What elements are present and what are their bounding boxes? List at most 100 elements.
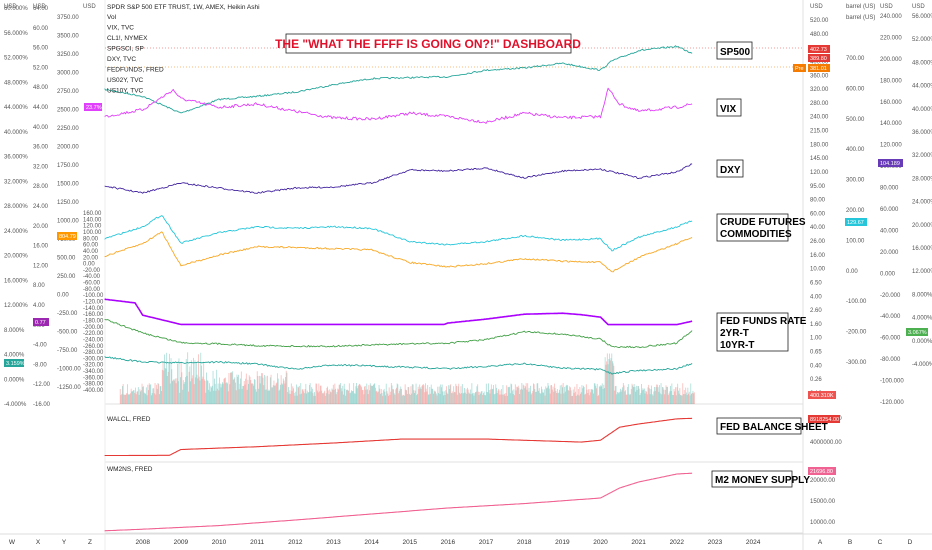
volume-bar	[456, 394, 458, 404]
axis-col0-unit: USD	[4, 4, 17, 10]
volume-bar	[298, 387, 299, 404]
volume-bar	[476, 386, 478, 404]
volume-bar	[408, 387, 410, 404]
volume-bar	[200, 352, 202, 404]
volume-bar	[448, 389, 450, 404]
year-tick: 2013	[326, 539, 341, 546]
volume-bar	[198, 376, 200, 404]
volume-bar	[667, 386, 668, 404]
volume-bar	[558, 392, 560, 404]
volume-bar	[625, 394, 627, 404]
axis-r3-tick: -100.000	[880, 379, 904, 385]
axis-r2-tick: -300.00	[846, 360, 867, 366]
volume-bar	[169, 383, 171, 404]
volume-bar	[595, 385, 597, 404]
volume-bar	[475, 392, 476, 404]
axis-col2-tick: 1500.00	[57, 182, 79, 188]
series-line-commodities	[104, 231, 693, 273]
axis-m2-tick: 10000.00	[810, 520, 836, 526]
axis-r3-tick: 220.000	[880, 35, 902, 41]
volume-bar	[147, 384, 149, 404]
axis-col0-tick: 40.000%	[4, 130, 28, 136]
volume-bar	[667, 395, 669, 404]
study-legend-item: VIX, TVC	[107, 25, 134, 32]
axis-col3-tick: -340.00	[83, 369, 104, 375]
volume-bar	[499, 390, 501, 404]
volume-bar	[211, 385, 213, 404]
volume-bar	[293, 392, 295, 404]
volume-bar	[420, 389, 422, 404]
volume-bar	[515, 390, 517, 404]
volume-bar	[680, 395, 682, 404]
volume-bar	[627, 387, 629, 404]
volume-bar	[217, 383, 219, 404]
volume-bar	[373, 384, 375, 404]
volume-bar	[201, 365, 202, 404]
volume-bar	[693, 393, 695, 404]
volume-bar	[626, 394, 628, 404]
volume-bar	[658, 391, 660, 404]
volume-bar	[665, 385, 667, 404]
volume-bar	[520, 388, 522, 404]
volume-bar	[422, 385, 423, 404]
axis-r3-tick: -20.000	[880, 293, 901, 299]
volume-bar	[596, 383, 598, 404]
volume-bar	[204, 381, 206, 404]
axis-r2-unit: barrel (US)	[846, 4, 875, 10]
volume-bar	[282, 378, 284, 404]
volume-bar	[679, 388, 681, 404]
axis-r1-tick: 520.00	[810, 18, 829, 24]
volume-bar	[651, 394, 653, 404]
volume-bar	[691, 394, 692, 404]
volume-bar	[556, 389, 558, 404]
volume-bar	[175, 383, 177, 404]
study-legend: Vol VIX, TVC CL1!, NYMEX SPGSCI, SP DXY, TVC…	[107, 14, 164, 95]
volume-bar	[449, 385, 451, 404]
volume-bar	[124, 395, 126, 404]
volume-bar	[656, 384, 658, 404]
volume-bar	[683, 394, 684, 404]
volume-bar	[240, 378, 241, 404]
volume-bar	[469, 389, 471, 404]
volume-bar	[562, 387, 563, 404]
volume-bar	[633, 387, 634, 404]
volume-bar	[466, 393, 468, 404]
volume-bar	[146, 395, 148, 404]
volume-bar	[435, 393, 437, 404]
volume-bar	[228, 373, 230, 404]
volume-bar	[393, 393, 395, 404]
volume-bar	[327, 386, 328, 404]
volume-bar	[479, 392, 481, 404]
volume-bar	[336, 392, 338, 404]
volume-bar	[460, 386, 462, 404]
volume-bar	[540, 393, 542, 404]
volume-bar	[417, 393, 418, 404]
tag-m2: 21696.80	[810, 469, 833, 475]
volume-bar	[254, 380, 256, 404]
volume-bar	[631, 383, 633, 404]
volume-bar	[218, 390, 220, 404]
axis-r1-tick: 16.00	[810, 253, 826, 259]
volume-bar	[202, 376, 204, 404]
axis-col1-unit: USD	[33, 4, 46, 10]
volume-bar	[689, 395, 691, 404]
volume-bar	[591, 388, 593, 404]
volume-bar	[400, 386, 402, 404]
axis-r1-tick: 95.00	[810, 184, 826, 190]
tag-10yr: 3.159%	[6, 361, 25, 367]
volume-bar	[549, 393, 551, 404]
volume-bar	[169, 353, 170, 404]
volume-bar	[430, 393, 431, 404]
volume-bar	[231, 372, 233, 404]
axis-col3-tick: -120.00	[83, 300, 104, 306]
volume-bar	[576, 384, 578, 404]
volume-bar	[164, 354, 165, 404]
volume-bar	[369, 383, 371, 404]
volume-bar	[341, 391, 343, 404]
volume-bar	[280, 384, 281, 404]
volume-bar	[566, 384, 568, 404]
volume-bar	[158, 383, 160, 404]
tag-spy-price-bg	[808, 45, 830, 53]
volume-bar	[207, 380, 209, 404]
